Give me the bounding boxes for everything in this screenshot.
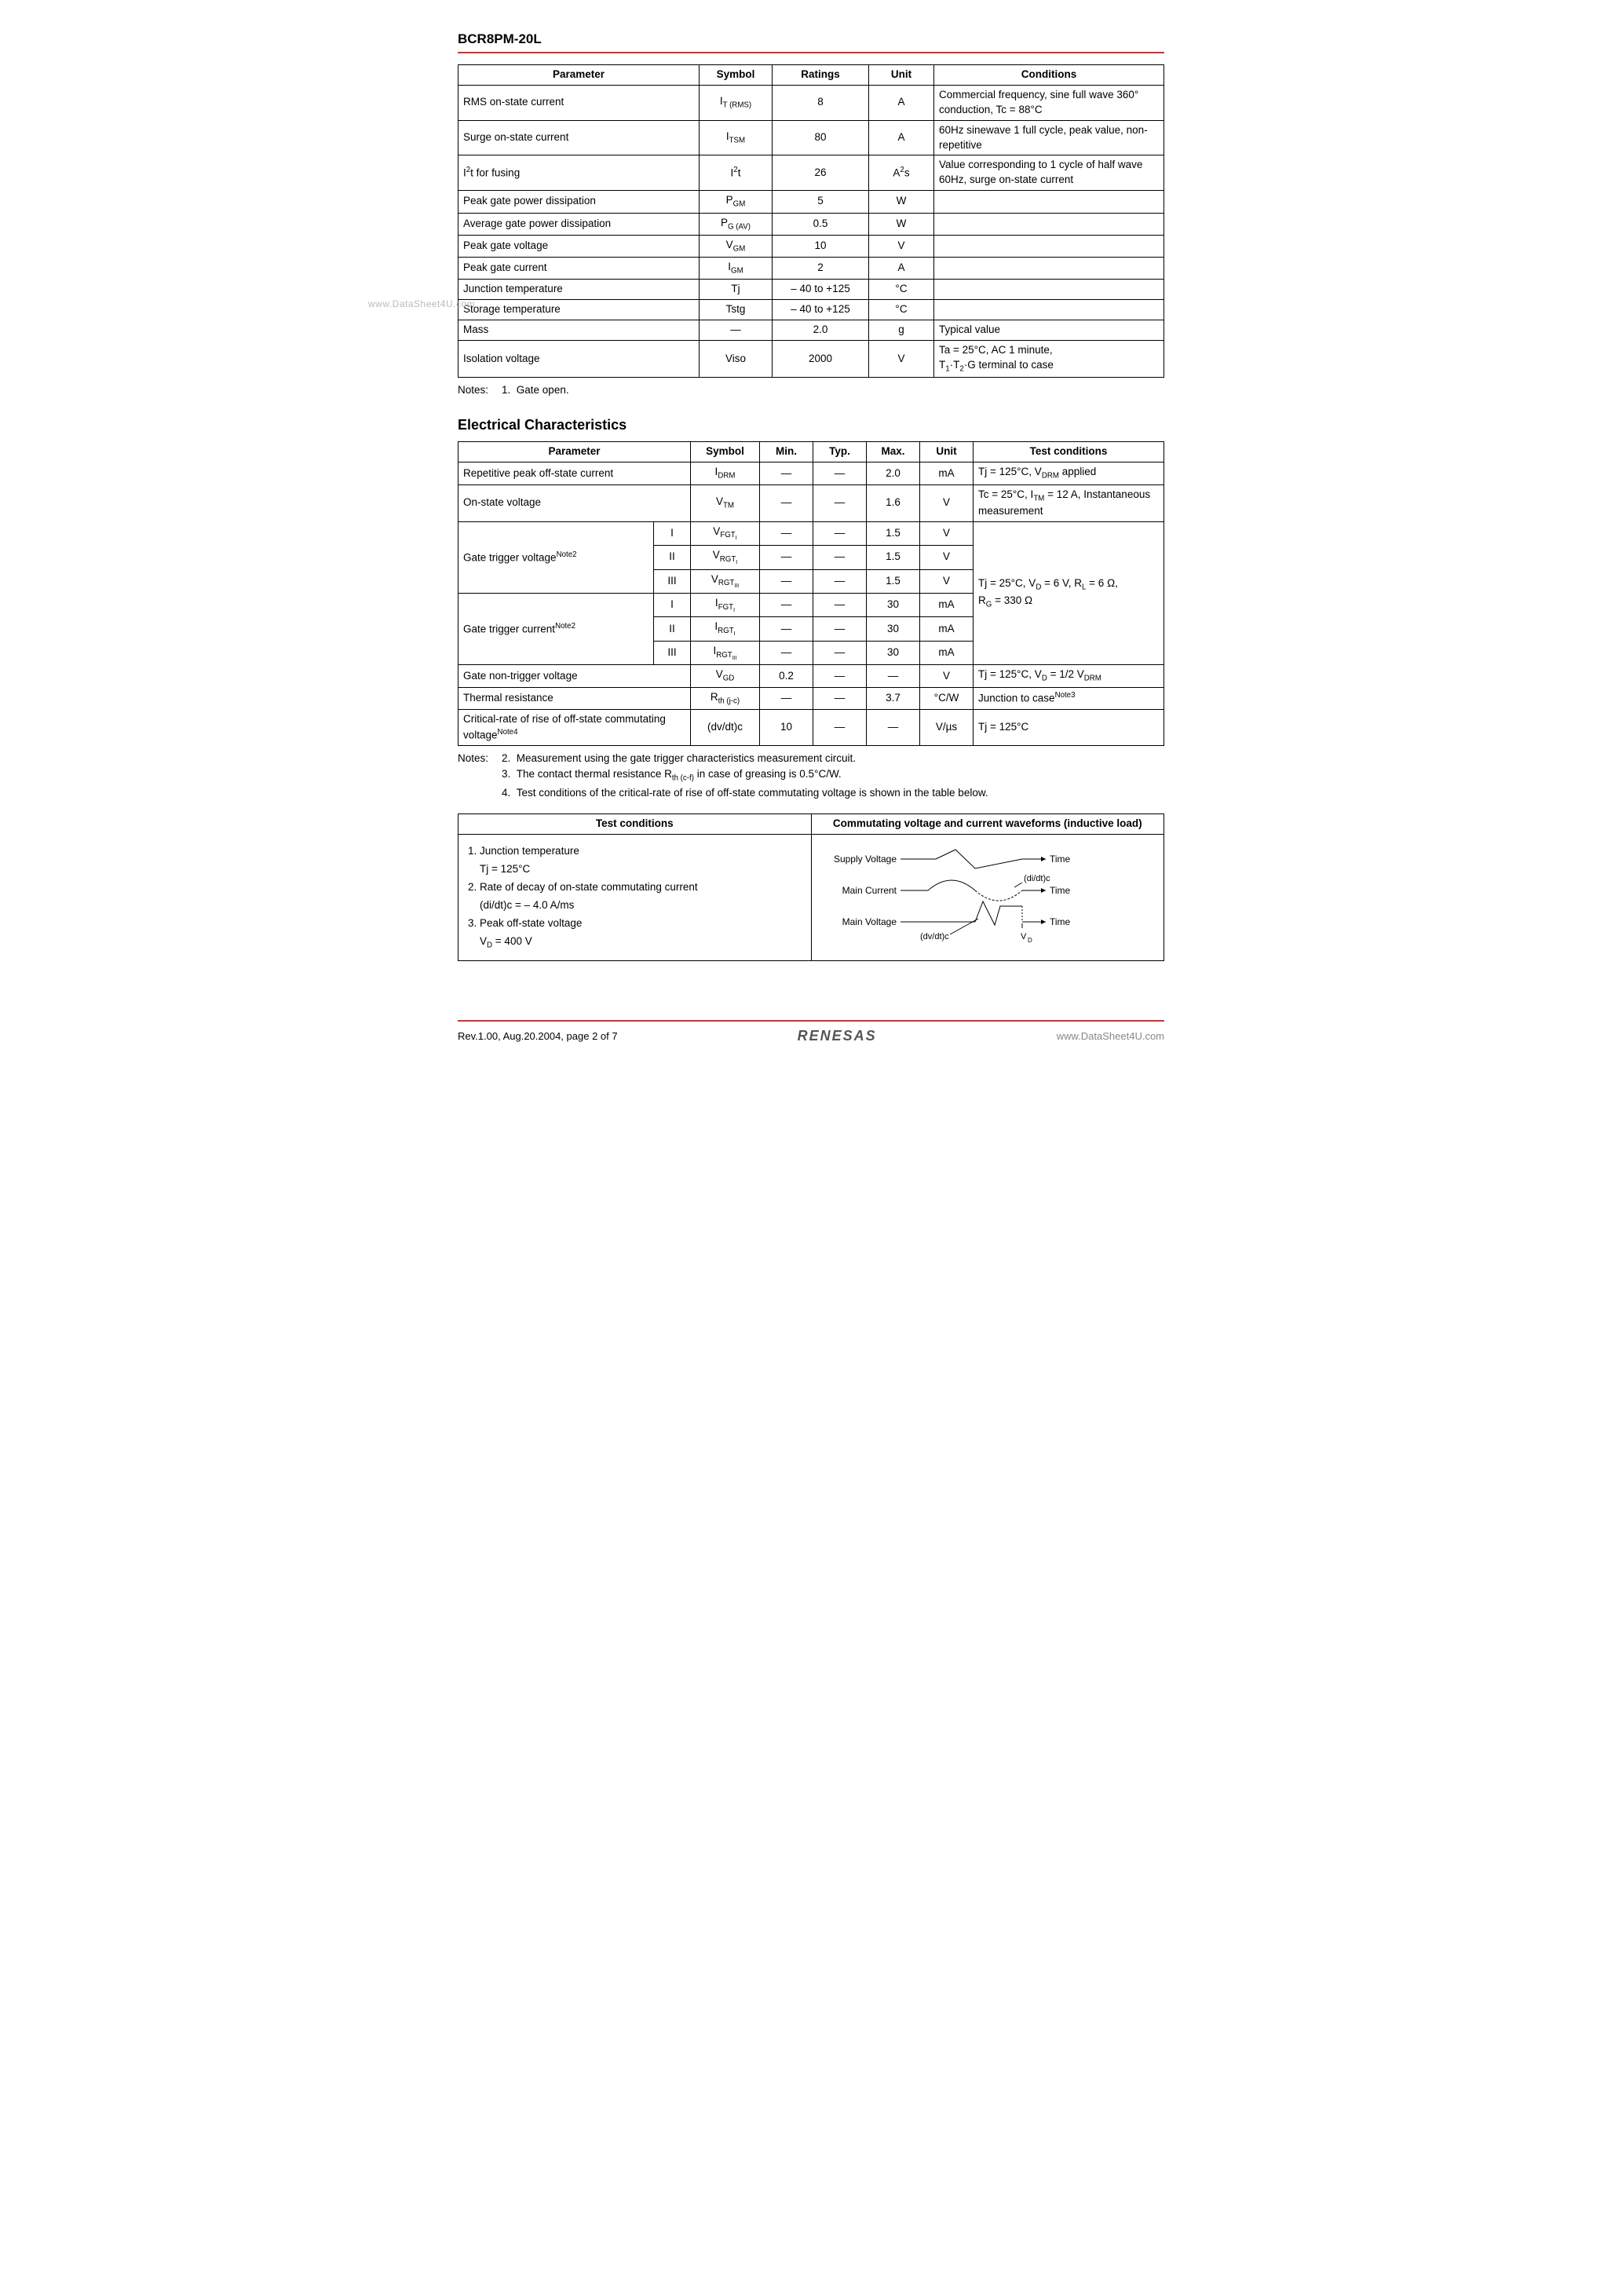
col-parameter: Parameter <box>458 442 691 462</box>
col-typ: Typ. <box>813 442 867 462</box>
table-row: Thermal resistanceRth (j-c)——3.7°C/WJunc… <box>458 687 1164 709</box>
waveforms-cell: Supply Voltage Time Main Current <box>811 834 1164 960</box>
col-test-conditions: Test conditions <box>458 813 812 834</box>
table-row: Gate non-trigger voltageVGD0.2——VTj = 12… <box>458 665 1164 687</box>
col-symbol: Symbol <box>691 442 760 462</box>
table-row: Repetitive peak off-state currentIDRM——2… <box>458 462 1164 484</box>
table-row: Storage temperatureTstg– 40 to +125°C <box>458 300 1164 320</box>
test-conditions-table: Test conditions Commutating voltage and … <box>458 813 1164 961</box>
table-row: Surge on-state currentITSM80A60Hz sinewa… <box>458 120 1164 155</box>
table2-notes: Notes:2. Measurement using the gate trig… <box>458 751 1164 801</box>
renesas-logo: RENESAS <box>798 1028 877 1044</box>
revision-text: Rev.1.00, Aug.20.2004, page 2 of 7 <box>458 1030 618 1042</box>
svg-text:D: D <box>1028 937 1032 944</box>
table-row: Mass—2.0gTypical value <box>458 320 1164 341</box>
col-unit: Unit <box>920 442 974 462</box>
table-row: Average gate power dissipationPG (AV)0.5… <box>458 213 1164 235</box>
col-unit: Unit <box>869 65 934 86</box>
svg-text:(dv/dt)c: (dv/dt)c <box>920 932 949 941</box>
header-rule <box>458 52 1164 53</box>
waveform-diagram: Supply Voltage Time Main Current <box>818 846 1101 949</box>
svg-text:(di/dt)c: (di/dt)c <box>1024 874 1050 883</box>
col-parameter: Parameter <box>458 65 700 86</box>
table-row: Junction temperatureTj– 40 to +125°C <box>458 280 1164 300</box>
table-row: Peak gate power dissipationPGM5W <box>458 191 1164 213</box>
svg-text:Main Current: Main Current <box>842 885 897 896</box>
col-waveforms: Commutating voltage and current waveform… <box>811 813 1164 834</box>
table-row: I2t for fusingI2t26A2sValue correspondin… <box>458 155 1164 191</box>
svg-text:Main Voltage: Main Voltage <box>842 916 897 927</box>
table-row: Critical-rate of rise of off-state commu… <box>458 709 1164 745</box>
footer: Rev.1.00, Aug.20.2004, page 2 of 7 RENES… <box>458 1020 1164 1044</box>
col-min: Min. <box>760 442 813 462</box>
ratings-table: Parameter Symbol Ratings Unit Conditions… <box>458 64 1164 378</box>
col-symbol: Symbol <box>700 65 773 86</box>
col-conditions: Test conditions <box>974 442 1164 462</box>
col-conditions: Conditions <box>934 65 1164 86</box>
table-row: Isolation voltageViso2000VTa = 25°C, AC … <box>458 341 1164 378</box>
svg-text:Time: Time <box>1050 854 1071 865</box>
col-max: Max. <box>867 442 920 462</box>
table-row: Peak gate currentIGM2A <box>458 258 1164 280</box>
part-number: BCR8PM-20L <box>458 31 1164 47</box>
footer-rule <box>458 1020 1164 1022</box>
svg-text:V: V <box>1021 932 1027 941</box>
svg-text:Time: Time <box>1050 885 1071 896</box>
table-row: Gate trigger voltageNote2IVFGTI——1.5VTj … <box>458 521 1164 545</box>
table1-notes: Notes:1. Gate open. <box>458 382 1164 398</box>
test-conditions-cell: 1. Junction temperature Tj = 125°C2. Rat… <box>458 834 812 960</box>
section-heading: Electrical Characteristics <box>458 417 1164 433</box>
table-row: On-state voltageVTM——1.6VTc = 25°C, ITM … <box>458 484 1164 521</box>
svg-text:Time: Time <box>1050 916 1071 927</box>
table-row: Peak gate voltageVGM10V <box>458 235 1164 257</box>
watermark: www.DataSheet4U.com <box>368 298 475 309</box>
svg-text:Supply Voltage: Supply Voltage <box>833 854 896 865</box>
table-row: RMS on-state currentIT (RMS)8ACommercial… <box>458 85 1164 120</box>
electrical-table: Parameter Symbol Min. Typ. Max. Unit Tes… <box>458 441 1164 746</box>
col-ratings: Ratings <box>773 65 869 86</box>
footer-link: www.DataSheet4U.com <box>1057 1030 1164 1042</box>
